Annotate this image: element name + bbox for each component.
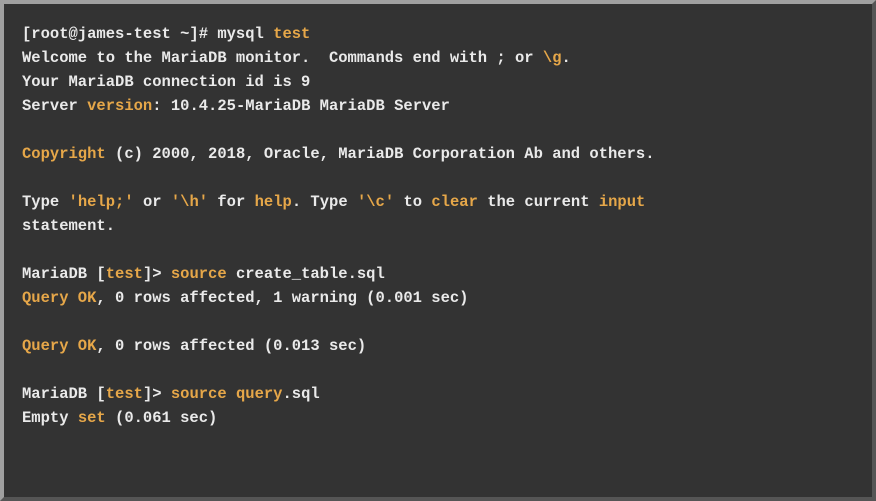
welcome-text: Welcome to the MariaDB monitor. Commands… <box>22 49 543 67</box>
copyright-text: (c) 2000, 2018, Oracle, MariaDB Corporat… <box>106 145 655 163</box>
copyright-keyword: Copyright <box>22 145 106 163</box>
mariadb-prompt-close: ]> <box>143 265 171 283</box>
query-ok: Query OK <box>22 289 96 307</box>
mariadb-prompt-close: ]> <box>143 385 171 403</box>
shell-prompt: [root@james-test ~]# mysql <box>22 25 273 43</box>
empty-text: Empty <box>22 409 78 427</box>
db-name: test <box>106 385 143 403</box>
help-token: 'help;' <box>69 193 134 211</box>
terminal-window[interactable]: [root@james-test ~]# mysql test Welcome … <box>0 0 876 501</box>
clear-keyword: clear <box>431 193 478 211</box>
connection-id: Your MariaDB connection id is 9 <box>22 73 310 91</box>
help-text: to <box>394 193 431 211</box>
server-label: Server <box>22 97 87 115</box>
query-ok: Query OK <box>22 337 96 355</box>
sql-ext: .sql <box>282 385 319 403</box>
help-text: or <box>134 193 171 211</box>
help-token: '\c' <box>357 193 394 211</box>
source-keyword: source <box>171 265 227 283</box>
shell-prompt-arg: test <box>273 25 310 43</box>
help-text: for <box>208 193 255 211</box>
server-version-value: : 10.4.25-MariaDB MariaDB Server <box>152 97 450 115</box>
help-text: Type <box>22 193 69 211</box>
query-filename: query <box>236 385 283 403</box>
query-result: , 0 rows affected, 1 warning (0.001 sec) <box>96 289 468 307</box>
escape-code: \g <box>543 49 562 67</box>
welcome-text-end: . <box>562 49 571 67</box>
help-text: . Type <box>292 193 357 211</box>
db-name: test <box>106 265 143 283</box>
help-token: '\h' <box>171 193 208 211</box>
help-text: the current <box>478 193 599 211</box>
sql-file: create_table.sql <box>227 265 385 283</box>
query-result: , 0 rows affected (0.013 sec) <box>96 337 366 355</box>
mariadb-prompt: MariaDB [ <box>22 265 106 283</box>
mariadb-prompt: MariaDB [ <box>22 385 106 403</box>
input-keyword: input <box>599 193 646 211</box>
set-keyword: set <box>78 409 106 427</box>
empty-result: (0.061 sec) <box>106 409 218 427</box>
server-version-keyword: version <box>87 97 152 115</box>
help-text-continued: statement. <box>22 217 115 235</box>
source-keyword: source <box>171 385 227 403</box>
help-keyword: help <box>255 193 292 211</box>
space <box>227 385 236 403</box>
